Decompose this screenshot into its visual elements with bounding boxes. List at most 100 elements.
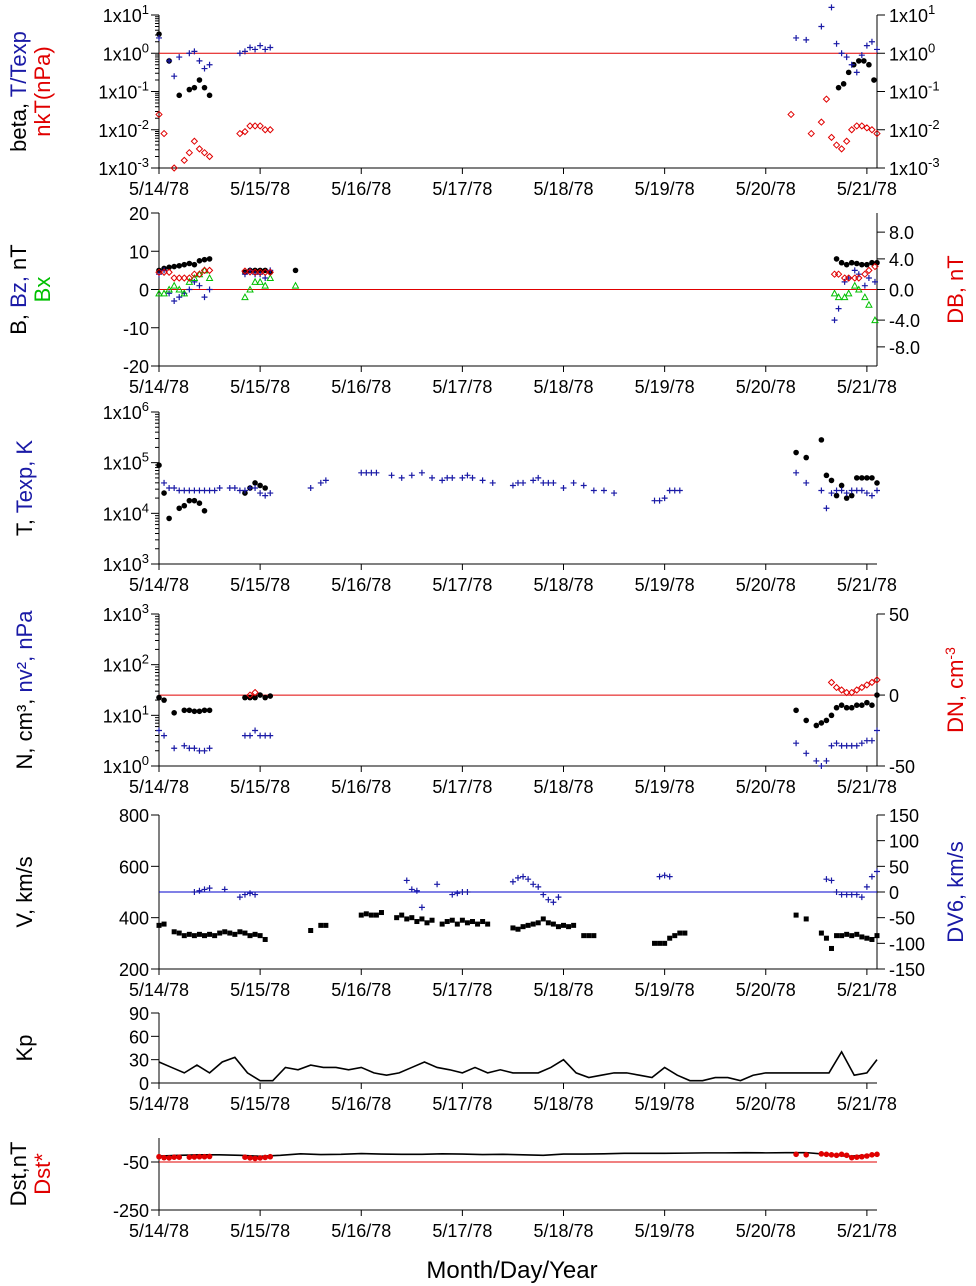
panel-3-left-tick-label: 1x102 (103, 652, 149, 676)
panel-0-series-2-point (185, 148, 194, 157)
panel-1-series-1-point (267, 267, 274, 274)
panel-0-series-0-point (156, 31, 162, 37)
panel-4-series-1-point (515, 874, 521, 881)
panel-0-series-1-point (828, 4, 835, 11)
panel-4-series-1-point (247, 890, 254, 897)
panel-1-series-1-point (166, 290, 173, 297)
panel-3-series-0-point (853, 702, 860, 708)
panel-2-series-0-point (191, 497, 198, 504)
panel-0-series-2-point (868, 126, 876, 134)
panel-6-series-1-point (176, 1154, 183, 1160)
panel-1-series-2-point (850, 281, 859, 289)
panel-1-series-3-point (246, 268, 254, 276)
panel-2-series-1-point (363, 469, 370, 476)
panel-3-series-2-point (837, 686, 846, 694)
panel-1-series-1-point (186, 286, 193, 293)
panel-6-x-tick-label: 5/16/78 (331, 1221, 391, 1241)
panel-2-series-1-point (161, 479, 168, 486)
panel-2-series-1-point (600, 487, 607, 494)
panel-2-series-1-point (368, 469, 375, 476)
panel-1-series-0-point (206, 256, 213, 262)
panel-3-series-1-point (186, 745, 193, 752)
panel-6-series-1-point (864, 1153, 870, 1159)
panel-3-x-tick-label: 5/18/78 (533, 777, 593, 797)
panel-4-series-1-point (408, 886, 415, 893)
panel-4-series-0-point (358, 912, 364, 918)
panel-0-right-tick-label: 1x100 (889, 40, 935, 64)
panel-6-x-tick-label: 5/19/78 (635, 1221, 695, 1241)
panel-3-series-0-point (201, 707, 208, 714)
panel-1-series-2-point (830, 289, 839, 297)
panel-4-series-0-point (237, 929, 243, 935)
panel-1-series-2-point (261, 281, 270, 289)
panel-3-series-1-point (828, 742, 835, 749)
panel-4-series-0-point (202, 933, 208, 939)
panel-6-series-1-point (257, 1155, 263, 1161)
panel-6-series-1-point (859, 1153, 865, 1160)
panel-4-series-0-point (591, 933, 597, 939)
panel-6-series-1-point (156, 1153, 162, 1160)
panel-4-series-0-point (469, 919, 475, 925)
panel-4-series-0-point (429, 917, 435, 923)
panel-4-series-1-point (666, 873, 673, 880)
panel-2-series-1-point (489, 479, 496, 486)
panel-6-series-1-point (793, 1151, 799, 1158)
panel-2-series-1-point (464, 472, 471, 479)
panel-3-series-2-point (853, 686, 861, 694)
panel-0-series-1-point (838, 50, 845, 57)
panel-1-series-3-point (834, 270, 843, 278)
panel-0-series-0-point (191, 84, 198, 91)
panel-5-x-tick-label: 5/18/78 (533, 1094, 593, 1114)
panel-4-left-tick-label: 200 (119, 960, 149, 980)
panel-2-left-tick-label: 1x103 (103, 551, 149, 575)
panel-3-x-tick-label: 5/19/78 (635, 777, 695, 797)
panel-4-series-1-point (464, 889, 471, 895)
panel-1-series-3-point (861, 270, 869, 278)
panel-6-left-tick-label: -250 (113, 1201, 149, 1221)
panel-1-series-2-point (185, 277, 194, 285)
panel-2-series-0-point (262, 485, 268, 491)
panel-1-series-2-point (865, 300, 873, 308)
panel-3-series-1-point (853, 742, 860, 749)
panel-4-y-axis-label: V, km/s (12, 856, 37, 927)
panel-1-series-1-point (871, 278, 878, 285)
panel-4-series-0-point (480, 919, 486, 925)
panel-4-series-1-point (555, 894, 562, 901)
panel-4-x-tick-label: 5/14/78 (129, 980, 189, 1000)
panel-4-series-0-point (207, 931, 213, 937)
panel-3-series-2-point (246, 691, 254, 699)
panel-3-series-1-point (247, 732, 254, 739)
panel-1-series-0-point (176, 262, 183, 269)
panel-4-series-0-point (571, 922, 577, 928)
panel-2-series-1-point (540, 479, 547, 486)
panel-0-left-tick-label: 1x10-2 (98, 117, 149, 141)
panel-1-series-3-point (200, 266, 209, 275)
panel-6-series-1-point (161, 1154, 167, 1161)
panel-4-series-0-point (318, 922, 324, 928)
panel-1-series-3-point (190, 270, 199, 278)
panel-5-left-tick-label: 0 (139, 1074, 149, 1094)
panel-6-x-tick-label: 5/15/78 (230, 1221, 290, 1241)
panel-0-series-2-point (170, 164, 178, 172)
panel-0-series-2-point (837, 145, 846, 153)
panel-2-series-0-point (181, 502, 188, 509)
panel-2-series-0-point (874, 480, 880, 486)
panel-1-series-3-point (855, 274, 863, 282)
panel-1-right-tick-label: 4.0 (889, 250, 914, 270)
panel-1-left-tick-label: 10 (129, 242, 149, 262)
panel-4-series-0-point (242, 930, 248, 936)
panel-4-series-0-point (839, 933, 845, 939)
panel-1-series-1-point (865, 275, 872, 282)
panel-3-y-axis-label: N, cm³, nv², nPa (12, 610, 37, 770)
panel-4-series-1-point (874, 868, 880, 875)
panel-2-series-0-point (833, 492, 840, 499)
panel-1-series-2-point (170, 281, 179, 289)
panel-1-series-1-point (201, 294, 208, 301)
panel-0-series-1-point (156, 34, 162, 41)
panel-1-series-3-point (830, 270, 839, 278)
panel-3-series-1-point (868, 737, 875, 744)
panel-6-series-1-point (874, 1151, 880, 1158)
panel-1-series-1-point (841, 278, 848, 285)
panel-6-series-1-point (869, 1152, 875, 1158)
panel-2-series-1-point (216, 485, 223, 491)
